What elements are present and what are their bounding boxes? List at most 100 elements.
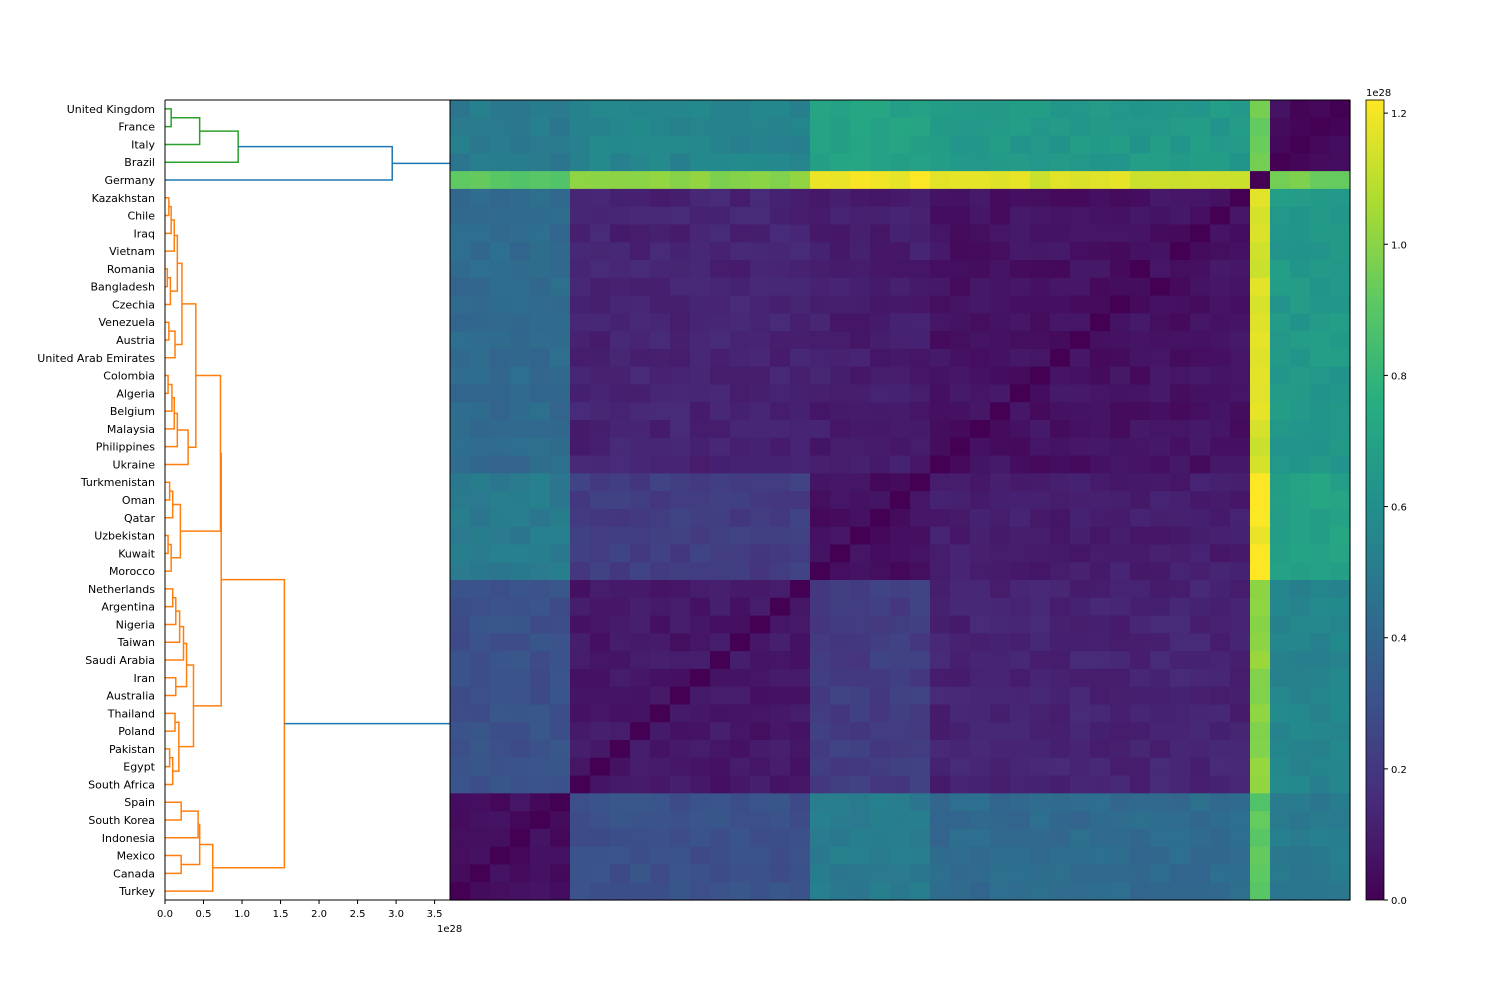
heatmap-cell bbox=[750, 775, 771, 794]
heatmap-cell bbox=[890, 455, 911, 474]
heatmap-cell bbox=[490, 420, 511, 439]
heatmap-cell bbox=[690, 491, 711, 510]
heatmap-cell bbox=[790, 100, 811, 119]
heatmap-cell bbox=[1190, 277, 1211, 297]
heatmap-cell bbox=[470, 757, 491, 777]
heatmap-cell bbox=[1070, 704, 1091, 723]
heatmap-cell bbox=[1330, 704, 1351, 723]
dendrogram-link bbox=[165, 321, 170, 341]
heatmap-cell bbox=[1290, 633, 1311, 652]
heatmap-cell bbox=[1070, 793, 1091, 812]
heatmap-cell bbox=[1050, 188, 1071, 208]
heatmap-cell bbox=[1250, 793, 1271, 812]
heatmap-cell bbox=[710, 544, 731, 563]
heatmap-cell bbox=[950, 260, 971, 279]
heatmap-cell bbox=[930, 331, 951, 350]
heatmap-cell bbox=[850, 384, 871, 403]
dendrogram-link bbox=[165, 625, 185, 661]
heatmap-cell bbox=[650, 686, 671, 706]
heatmap-cell bbox=[1150, 384, 1171, 403]
heatmap-cell bbox=[890, 100, 911, 119]
heatmap-cell bbox=[1130, 348, 1151, 368]
heatmap-cell bbox=[870, 828, 891, 848]
heatmap-cell bbox=[850, 597, 871, 617]
heatmap-cell bbox=[710, 828, 731, 848]
heatmap-cell bbox=[710, 704, 731, 723]
heatmap-cell bbox=[1230, 331, 1251, 350]
heatmap-cell bbox=[770, 473, 791, 492]
heatmap-cell bbox=[570, 437, 591, 457]
heatmap-cell bbox=[1290, 526, 1311, 546]
heatmap-cell bbox=[1170, 740, 1191, 759]
heatmap-cell bbox=[1250, 722, 1271, 741]
heatmap-cell bbox=[750, 277, 771, 297]
heatmap-cell bbox=[670, 366, 691, 386]
heatmap-cell bbox=[750, 295, 771, 314]
heatmap-cell bbox=[1170, 437, 1191, 457]
heatmap-cell bbox=[730, 153, 751, 172]
heatmap-cell bbox=[550, 811, 571, 830]
heatmap-cell bbox=[750, 633, 771, 652]
heatmap-cell bbox=[1150, 615, 1171, 634]
heatmap-cell bbox=[890, 615, 911, 634]
heatmap-cell bbox=[1030, 775, 1051, 794]
heatmap-cell bbox=[570, 153, 591, 172]
heatmap-cell bbox=[870, 882, 891, 901]
heatmap-cell bbox=[770, 420, 791, 439]
heatmap-cell bbox=[550, 526, 571, 546]
heatmap-cell bbox=[690, 775, 711, 794]
heatmap-cell bbox=[1150, 722, 1171, 741]
heatmap-cell bbox=[710, 455, 731, 474]
heatmap-cell bbox=[690, 366, 711, 386]
heatmap-cell bbox=[670, 597, 691, 617]
heatmap-cell bbox=[470, 704, 491, 723]
heatmap-cell bbox=[570, 313, 591, 332]
heatmap-cell bbox=[870, 686, 891, 706]
heatmap-cell bbox=[970, 544, 991, 563]
heatmap-cell bbox=[490, 135, 511, 154]
heatmap-cell bbox=[650, 544, 671, 563]
heatmap-cell bbox=[490, 580, 511, 599]
heatmap-cell bbox=[630, 348, 651, 368]
heatmap-cell bbox=[1290, 722, 1311, 741]
heatmap-cell bbox=[810, 260, 831, 279]
heatmap-cell bbox=[1030, 811, 1051, 830]
heatmap-cell bbox=[790, 437, 811, 457]
heatmap-cell bbox=[1070, 508, 1091, 528]
heatmap-cell bbox=[490, 384, 511, 403]
heatmap-cell bbox=[690, 562, 711, 581]
heatmap-cell bbox=[550, 313, 571, 332]
heatmap-cell bbox=[790, 811, 811, 830]
heatmap-cell bbox=[850, 473, 871, 492]
heatmap-cell bbox=[530, 171, 551, 190]
heatmap-cell bbox=[1190, 668, 1211, 688]
heatmap-cell bbox=[1190, 775, 1211, 794]
heatmap-cell bbox=[990, 437, 1011, 457]
heatmap-cell bbox=[1130, 188, 1151, 208]
heatmap-cell bbox=[930, 882, 951, 901]
heatmap-cell bbox=[1230, 206, 1251, 226]
heatmap-cell bbox=[1030, 846, 1051, 866]
heatmap-cell bbox=[1190, 455, 1211, 474]
heatmap-cell bbox=[610, 722, 631, 741]
heatmap-cell bbox=[870, 491, 891, 510]
heatmap-cell bbox=[610, 491, 631, 510]
heatmap-cell bbox=[1270, 686, 1291, 706]
heatmap-cell bbox=[750, 757, 771, 777]
heatmap-cell bbox=[850, 668, 871, 688]
heatmap-cell bbox=[1090, 348, 1111, 368]
heatmap-cell bbox=[510, 828, 531, 848]
heatmap-cell bbox=[930, 348, 951, 368]
row-label: Belgium bbox=[110, 405, 155, 418]
heatmap-cell bbox=[970, 615, 991, 634]
heatmap-cell bbox=[590, 491, 611, 510]
heatmap-cell bbox=[630, 846, 651, 866]
heatmap-cell bbox=[1190, 562, 1211, 581]
heatmap-cell bbox=[470, 508, 491, 528]
heatmap-cell bbox=[470, 722, 491, 741]
heatmap-cell bbox=[850, 420, 871, 439]
heatmap-cell bbox=[610, 135, 631, 154]
heatmap-cell bbox=[870, 313, 891, 332]
heatmap-cell bbox=[530, 597, 551, 617]
heatmap-cell bbox=[1030, 580, 1051, 599]
